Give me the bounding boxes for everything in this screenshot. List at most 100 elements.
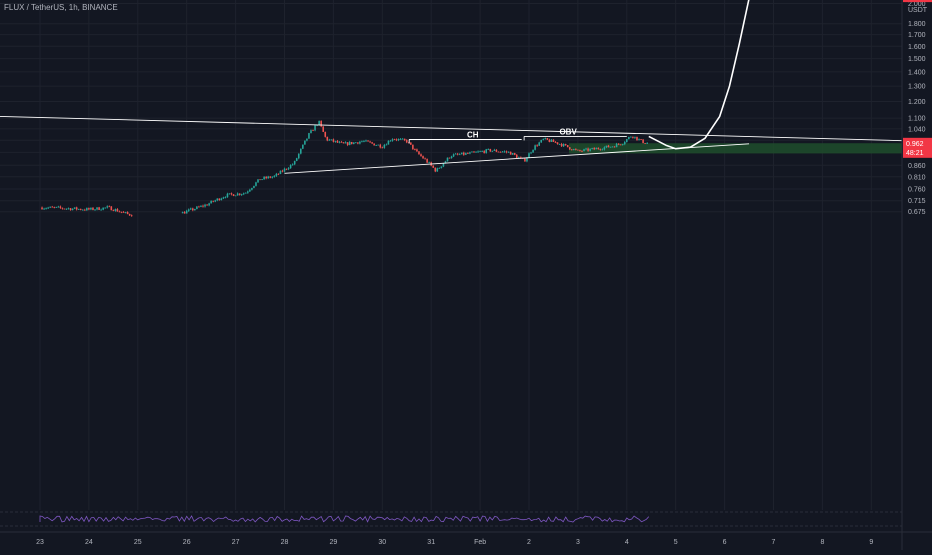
price-tick-label: 0.810 [908,174,926,181]
candle-body [281,170,284,172]
time-tick-label: 7 [772,539,776,546]
candle-body [51,206,54,208]
candle-body [104,207,106,209]
candle-body [479,151,481,153]
candle-body [515,154,518,158]
candle-body [446,157,449,162]
candle-body [285,168,288,170]
price-tick-label: 1.100 [908,116,926,123]
current-price-badge [903,137,932,158]
candle-body [357,142,359,144]
price-tick-label: 1.040 [908,126,926,133]
candle-body [583,149,585,152]
candle-body [395,139,398,141]
candle-body [332,139,335,142]
candle-body [302,144,304,149]
candle-body [448,157,451,159]
candle-body [505,151,508,153]
candle-body [489,149,492,152]
candle-body [528,153,530,158]
candle-body [389,140,392,142]
candle-body [438,167,441,169]
candle-body [289,165,292,169]
candle-body [346,142,349,146]
ch-label: CH [467,130,479,139]
candle-body [385,144,388,146]
candle-body [554,141,557,143]
candle-body [426,159,428,163]
candle-body [318,121,320,126]
candle-body [568,147,571,150]
candle-body [259,179,261,181]
candle-body [273,175,276,177]
time-tick-label: 26 [183,539,191,546]
candle-body [244,192,247,194]
candle-body [493,149,496,151]
candle-body [183,212,186,214]
resistance-price-badge [903,0,932,3]
candle-body [644,142,646,144]
candle-body [108,206,111,208]
candle-body [124,212,127,213]
candle-body [348,141,351,146]
candle-body [267,176,269,179]
candle-body [238,193,241,195]
candle-body [106,206,109,208]
candle-body [628,136,630,140]
candle-body [536,145,538,147]
candle-body [350,141,353,144]
candle-body [304,140,306,145]
candle-body [261,179,263,180]
candle-body [605,145,608,148]
candle-body [432,165,435,168]
candle-body [312,130,314,132]
time-tick-label: Feb [474,539,486,546]
candle-body [53,207,56,208]
candle-body [420,154,422,157]
candle-body [460,152,463,155]
price-tick-label: 1.800 [908,21,926,28]
candle-body [497,151,500,153]
time-tick-label: 29 [330,539,338,546]
candle-body [310,130,312,134]
candle-body [579,150,581,151]
candle-body [204,204,206,207]
candle-body [314,125,316,131]
candle-body [491,150,494,152]
time-tick-label: 8 [820,539,824,546]
price-axis-currency: USDT [908,7,928,14]
candle-body [234,195,237,197]
candle-body [632,136,634,138]
candle-body [102,207,104,210]
candle-body [263,176,265,180]
candle-body [511,153,514,155]
candle-body [287,168,290,170]
candle-body [126,212,129,214]
candle-body [520,157,522,159]
candle-body [228,193,231,195]
candle-body [483,151,485,153]
candle-body [86,208,88,211]
candle-body [538,142,540,146]
candle-body [638,139,640,141]
candle-body [75,207,78,210]
candle-body [416,149,418,152]
price-tick-label: 0.675 [908,209,926,216]
time-tick-label: 28 [281,539,289,546]
candle-body [593,147,595,150]
candle-body [324,131,327,137]
candle-body [277,173,280,175]
candle-body [255,182,257,186]
candle-body [320,121,322,127]
candle-body [96,207,98,210]
candle-body [640,139,642,140]
candle-body [251,187,253,190]
price-tick-label: 1.200 [908,99,926,106]
candle-body [326,136,329,141]
candle-body [634,136,636,138]
candle-body [249,189,251,192]
candle-body [316,125,318,126]
time-tick-label: 31 [427,539,435,546]
